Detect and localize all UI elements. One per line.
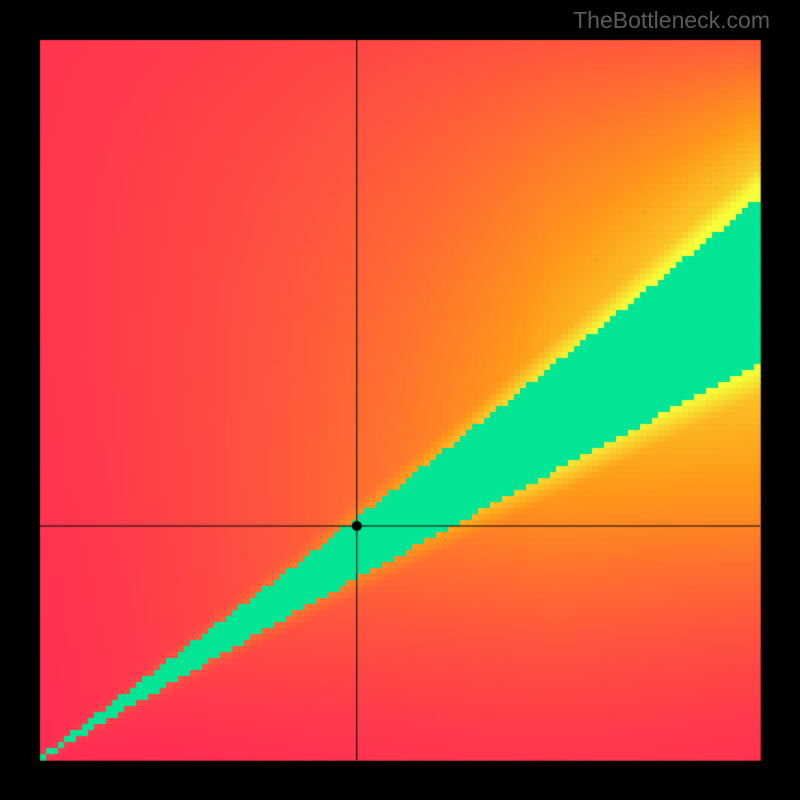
bottleneck-heatmap — [0, 0, 800, 800]
watermark-text: TheBottleneck.com — [573, 7, 770, 34]
root-container: { "canvas": { "width": 800, "height": 80… — [0, 0, 800, 800]
